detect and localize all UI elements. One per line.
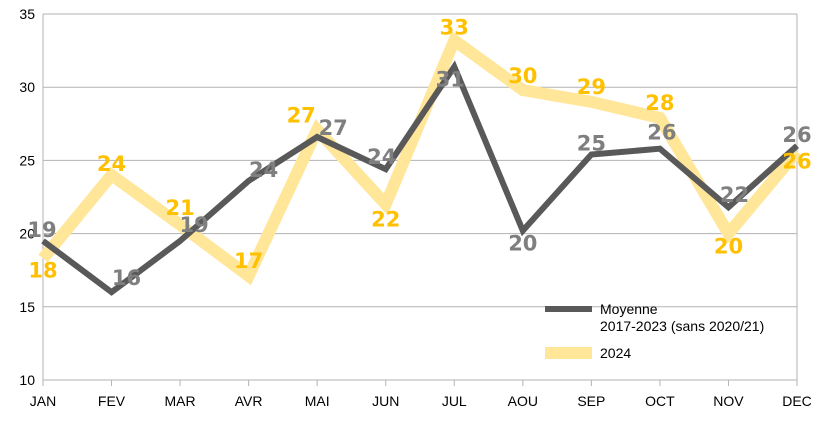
data-label-2024: 27 <box>287 104 316 128</box>
data-label-moyenne: 24 <box>249 158 278 182</box>
data-label-moyenne: 19 <box>27 218 56 242</box>
data-label-moyenne: 26 <box>782 123 811 147</box>
x-tick-label: NOV <box>713 393 744 409</box>
y-axis-ticks: 10 15 20 25 30 35 <box>19 6 35 388</box>
data-label-moyenne: 19 <box>179 213 208 237</box>
y-tick-label: 20 <box>19 226 35 242</box>
data-label-moyenne: 20 <box>508 232 537 256</box>
y-tick-label: 15 <box>19 299 35 315</box>
data-label-2024: 17 <box>234 249 263 273</box>
x-tick-label: AVR <box>235 393 263 409</box>
x-axis-ticks: JAN FEV MAR AVR MAI JUN JUL AOU SEP OCT NOV DEC <box>30 380 812 409</box>
series-lines <box>38 31 802 296</box>
data-label-2024: 20 <box>714 235 743 259</box>
data-label-2024: 28 <box>645 91 674 115</box>
y-tick-label: 30 <box>19 79 35 95</box>
x-tick-label: MAR <box>165 393 196 409</box>
y-tick-label: 10 <box>19 372 35 388</box>
grid-lines <box>42 13 798 381</box>
data-label-2024: 24 <box>97 152 126 176</box>
legend-label-moyenne: Moyenne <box>600 301 658 317</box>
series-line-moyenne <box>41 60 800 296</box>
data-label-moyenne: 26 <box>647 121 676 145</box>
data-label-2024: 29 <box>577 75 606 99</box>
x-tick-label: JUN <box>372 393 399 409</box>
data-label-2024: 21 <box>165 196 194 220</box>
x-tick-label: MAI <box>305 393 330 409</box>
data-labels: 18 24 21 17 27 22 33 30 29 28 20 26 19 16 19 24 27 24 31 20… <box>27 15 811 290</box>
data-label-2024: 30 <box>508 64 537 88</box>
data-label-2024: 26 <box>782 150 811 174</box>
x-tick-label: DEC <box>782 393 812 409</box>
data-label-moyenne: 24 <box>367 145 396 169</box>
data-label-moyenne: 25 <box>577 132 606 156</box>
y-tick-label: 35 <box>19 6 35 22</box>
x-tick-label: FEV <box>98 393 126 409</box>
data-label-2024: 22 <box>371 207 400 231</box>
data-label-moyenne: 27 <box>319 116 348 140</box>
y-tick-label: 25 <box>19 152 35 168</box>
data-label-moyenne: 22 <box>720 183 749 207</box>
data-label-2024: 33 <box>440 15 469 39</box>
data-label-moyenne: 16 <box>112 266 141 290</box>
series-line-2024 <box>38 31 802 286</box>
legend-label-moyenne: 2017-2023 (sans 2020/21) <box>600 318 764 334</box>
x-tick-label: SEP <box>577 393 605 409</box>
data-label-moyenne: 31 <box>436 68 465 92</box>
x-tick-label: OCT <box>645 393 675 409</box>
legend-label-2024: 2024 <box>600 345 631 361</box>
x-tick-label: JAN <box>30 393 56 409</box>
x-tick-label: JUL <box>442 393 467 409</box>
data-label-2024: 18 <box>28 258 57 282</box>
x-tick-label: AOU <box>508 393 538 409</box>
